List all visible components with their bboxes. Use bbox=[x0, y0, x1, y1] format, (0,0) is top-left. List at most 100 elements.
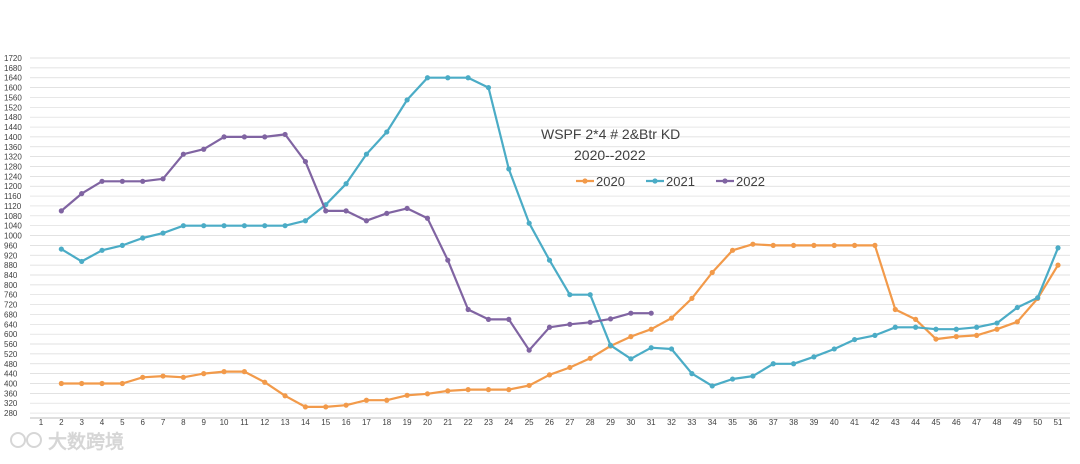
data-point-2020 bbox=[262, 379, 268, 385]
data-point-2022 bbox=[201, 146, 207, 152]
data-point-2021 bbox=[485, 84, 492, 91]
x-tick-label: 31 bbox=[647, 418, 656, 427]
series-line-2021 bbox=[60, 76, 1060, 387]
data-point-2020 bbox=[221, 369, 227, 375]
x-tick-label: 32 bbox=[667, 418, 676, 427]
x-tick-label: 2 bbox=[59, 418, 64, 427]
y-tick-label: 480 bbox=[4, 360, 18, 369]
data-point-2020 bbox=[140, 374, 146, 380]
y-tick-label: 1320 bbox=[4, 153, 22, 162]
x-tick-label: 14 bbox=[301, 418, 310, 427]
data-point-2021 bbox=[465, 75, 471, 81]
data-point-2020 bbox=[831, 242, 837, 248]
data-point-2020 bbox=[750, 241, 756, 247]
y-tick-label: 880 bbox=[4, 261, 18, 270]
data-point-2022 bbox=[628, 310, 634, 316]
data-point-2021 bbox=[872, 332, 878, 338]
data-point-2020 bbox=[506, 387, 512, 393]
y-tick-label: 1400 bbox=[4, 133, 22, 142]
y-tick-label: 560 bbox=[4, 340, 18, 349]
data-point-2021 bbox=[282, 223, 288, 229]
x-tick-label: 27 bbox=[565, 418, 574, 427]
data-point-2022 bbox=[567, 321, 573, 327]
x-tick-label: 37 bbox=[769, 418, 778, 427]
data-point-2020 bbox=[384, 397, 390, 403]
x-tick-label: 15 bbox=[321, 418, 330, 427]
x-tick-label: 46 bbox=[952, 418, 961, 427]
x-tick-label: 36 bbox=[748, 418, 757, 427]
data-point-2022 bbox=[384, 210, 390, 216]
data-point-2020 bbox=[1055, 262, 1061, 268]
data-point-2022 bbox=[241, 134, 247, 140]
data-point-2022 bbox=[648, 310, 654, 316]
data-point-2021 bbox=[709, 383, 715, 389]
x-tick-label: 24 bbox=[504, 418, 513, 427]
y-tick-label: 1520 bbox=[4, 103, 22, 112]
data-point-2021 bbox=[953, 326, 959, 332]
data-point-2022 bbox=[323, 208, 329, 214]
x-tick-label: 40 bbox=[830, 418, 839, 427]
x-tick-label: 45 bbox=[932, 418, 941, 427]
data-point-2020 bbox=[587, 355, 593, 361]
y-tick-label: 320 bbox=[4, 399, 18, 408]
y-tick-label: 1360 bbox=[4, 143, 22, 152]
data-point-2021 bbox=[628, 356, 634, 362]
watermark: 大数跨境 bbox=[10, 430, 124, 453]
data-point-2020 bbox=[546, 372, 553, 378]
data-point-2021 bbox=[668, 346, 675, 352]
x-tick-label: 28 bbox=[586, 418, 595, 427]
x-tick-label: 10 bbox=[220, 418, 229, 427]
data-point-2021 bbox=[607, 342, 614, 348]
x-tick-label: 50 bbox=[1033, 418, 1042, 427]
data-point-2021 bbox=[587, 292, 593, 298]
x-tick-label: 20 bbox=[423, 418, 432, 427]
data-point-2021 bbox=[811, 354, 817, 360]
data-point-2022 bbox=[404, 205, 410, 212]
data-point-2021 bbox=[770, 361, 776, 367]
data-point-2021 bbox=[424, 75, 431, 81]
y-tick-label: 920 bbox=[4, 251, 18, 260]
data-point-2022 bbox=[99, 178, 105, 184]
data-point-2021 bbox=[546, 257, 553, 263]
x-tick-label: 48 bbox=[993, 418, 1002, 427]
data-point-2022 bbox=[160, 176, 166, 182]
y-tick-label: 1040 bbox=[4, 222, 22, 231]
data-point-2020 bbox=[689, 295, 695, 302]
data-point-2021 bbox=[750, 373, 756, 379]
x-tick-label: 35 bbox=[728, 418, 737, 427]
y-tick-label: 1160 bbox=[4, 192, 22, 201]
data-point-2020 bbox=[363, 397, 370, 403]
y-tick-label: 680 bbox=[4, 310, 18, 319]
data-point-2020 bbox=[119, 380, 125, 387]
x-tick-label: 9 bbox=[201, 418, 206, 427]
y-tick-label: 440 bbox=[4, 370, 18, 379]
x-tick-label: 23 bbox=[484, 418, 493, 427]
data-point-2020 bbox=[628, 334, 634, 340]
data-point-2021 bbox=[994, 320, 1000, 326]
legend-item-2021: 2021 bbox=[646, 174, 695, 189]
y-tick-label: 520 bbox=[4, 350, 18, 359]
gridlines bbox=[30, 57, 1070, 414]
data-point-2020 bbox=[201, 371, 207, 377]
y-tick-label: 1720 bbox=[4, 54, 22, 63]
data-point-2021 bbox=[913, 324, 919, 330]
x-tick-label: 41 bbox=[850, 418, 859, 427]
data-point-2021 bbox=[343, 181, 349, 187]
legend-marker bbox=[582, 178, 588, 184]
data-point-2021 bbox=[445, 75, 451, 81]
data-point-2022 bbox=[262, 134, 268, 140]
data-point-2020 bbox=[160, 373, 166, 379]
data-point-2020 bbox=[58, 380, 64, 387]
data-point-2021 bbox=[831, 346, 837, 352]
y-tick-label: 840 bbox=[4, 271, 18, 280]
y-tick-label: 1640 bbox=[4, 74, 22, 83]
data-point-2020 bbox=[852, 242, 858, 248]
data-point-2022 bbox=[445, 257, 451, 263]
data-point-2020 bbox=[404, 392, 410, 398]
data-point-2021 bbox=[99, 247, 105, 253]
y-tick-label: 800 bbox=[4, 281, 18, 290]
data-point-2021 bbox=[221, 223, 227, 229]
data-point-2020 bbox=[445, 388, 451, 394]
data-point-2021 bbox=[160, 230, 166, 236]
x-tick-label: 51 bbox=[1054, 418, 1063, 427]
